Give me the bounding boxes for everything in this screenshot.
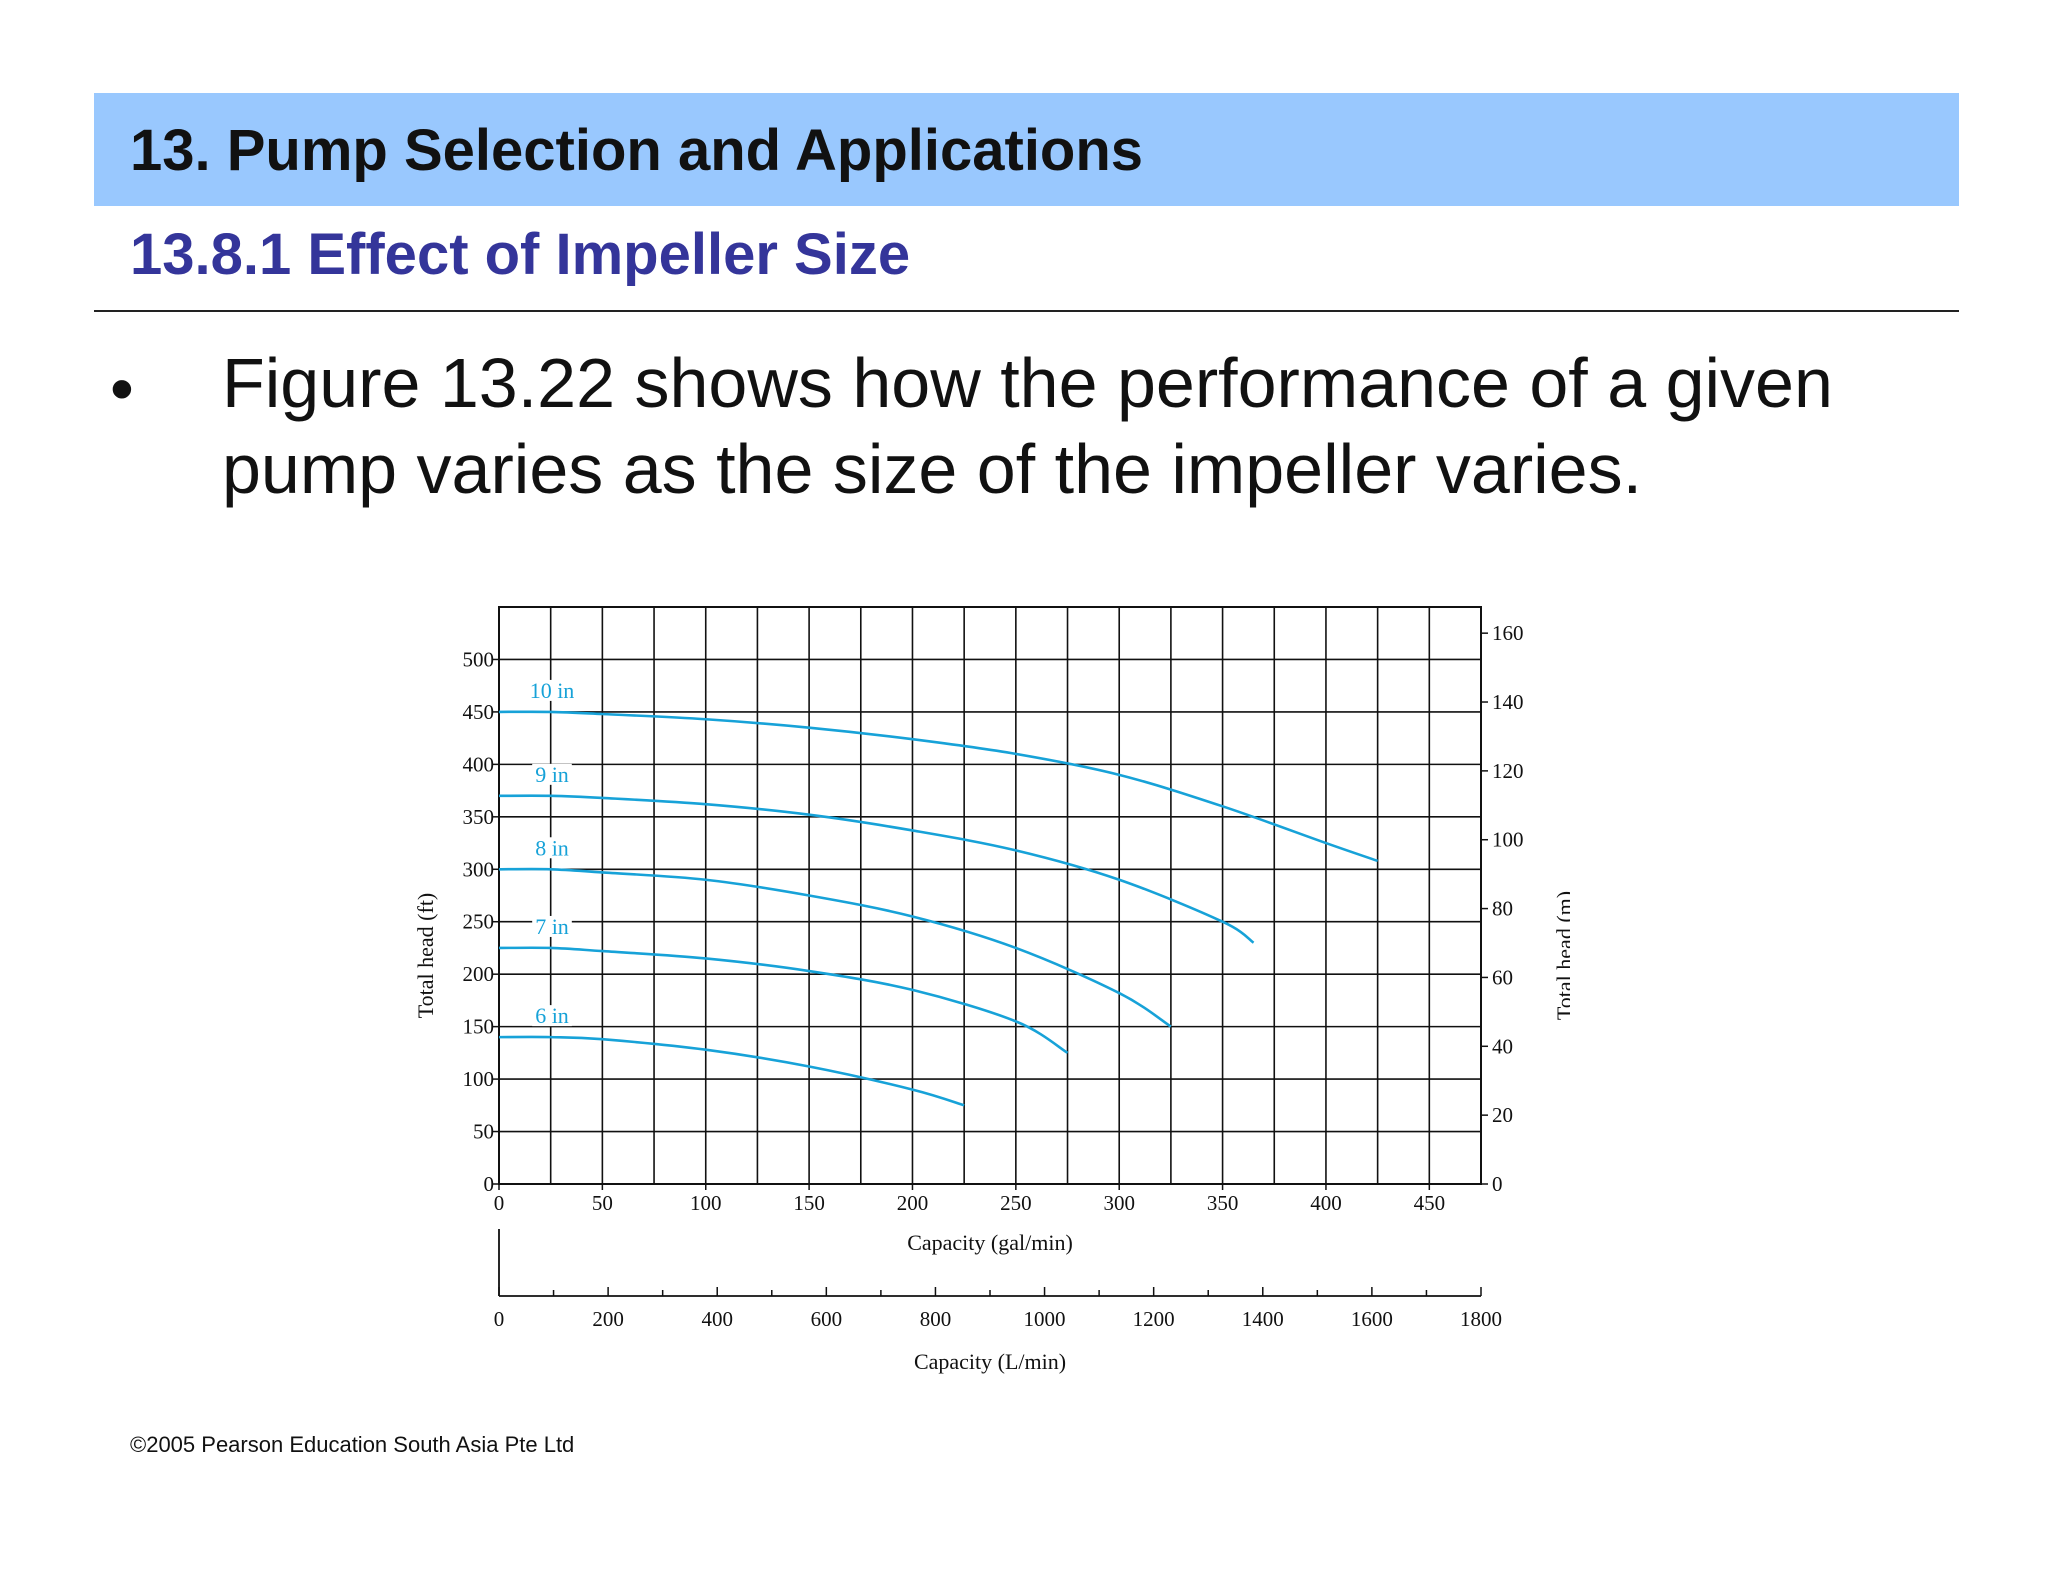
x2-tick-label: 1000 (1024, 1307, 1066, 1331)
curve-label: 8 in (535, 835, 569, 860)
divider (94, 310, 1959, 312)
curve-10in (498, 710, 1379, 863)
y2-tick-label: 100 (1492, 828, 1524, 852)
title-band: 13. Pump Selection and Applications (94, 93, 1959, 206)
y-tick-label: 450 (463, 700, 495, 724)
bullet-marker: • (110, 351, 134, 427)
curve-label-backing (532, 763, 572, 785)
x-tick-label: 0 (494, 1191, 505, 1215)
x-tick-label: 100 (690, 1191, 722, 1215)
x2-tick-label: 0 (494, 1307, 505, 1331)
y-tick-label: 200 (463, 962, 495, 986)
x-tick-label: 400 (1310, 1191, 1342, 1215)
x2-tick-label: 1400 (1242, 1307, 1284, 1331)
y-tick-label: 150 (463, 1015, 495, 1039)
x2-tick-label: 1800 (1460, 1307, 1502, 1331)
y-tick-label: 250 (463, 910, 495, 934)
y2-tick-label: 40 (1492, 1034, 1513, 1058)
x2-tick-label: 800 (920, 1307, 952, 1331)
y-tick-label: 100 (463, 1067, 495, 1091)
copyright-notice: ©2005 Pearson Education South Asia Pte L… (130, 1432, 575, 1457)
y-tick-label: 400 (463, 752, 495, 776)
curve-label: 6 in (535, 1003, 569, 1028)
pump-performance-chart: 0501001502002503003504004505000204060801… (413, 606, 1570, 1374)
slide-title: 13. Pump Selection and Applications (130, 118, 1144, 183)
x-tick-label: 250 (1000, 1191, 1031, 1215)
y-tick-label: 300 (463, 857, 495, 881)
y-tick-label: 50 (473, 1120, 494, 1144)
curve-label-backing (532, 1005, 572, 1027)
plot-frame (498, 606, 1482, 1185)
x-tick-label: 350 (1207, 1191, 1239, 1215)
y-tick-label: 0 (484, 1172, 495, 1196)
y2-tick-label: 120 (1492, 759, 1524, 783)
slide-subtitle: 13.8.1 Effect of Impeller Size (130, 222, 911, 287)
y-axis-title: Total head (ft) (413, 893, 438, 1019)
x2-tick-label: 1600 (1351, 1307, 1393, 1331)
x-tick-label: 300 (1103, 1191, 1135, 1215)
y2-tick-label: 160 (1492, 621, 1524, 645)
y2-tick-label: 20 (1492, 1103, 1513, 1127)
x2-tick-label: 400 (701, 1307, 733, 1331)
x-tick-label: 150 (793, 1191, 825, 1215)
bullet-text: Figure 13.22 shows how the performance o… (222, 344, 1833, 508)
y2-tick-label: 60 (1492, 965, 1513, 989)
x-axis-title: Capacity (gal/min) (907, 1230, 1073, 1255)
x2-tick-label: 1200 (1133, 1307, 1175, 1331)
x-tick-label: 450 (1414, 1191, 1446, 1215)
y-tick-label: 500 (463, 647, 495, 671)
x2-axis-title: Capacity (L/min) (914, 1349, 1066, 1374)
y-tick-label: 350 (463, 805, 495, 829)
x2-tick-label: 600 (811, 1307, 843, 1331)
curve-label-backing (532, 837, 572, 859)
curve-label-backing (526, 679, 578, 701)
x-tick-label: 200 (897, 1191, 929, 1215)
curve-7in (498, 946, 1069, 1054)
curve-9in (498, 794, 1255, 944)
curve-label: 9 in (535, 762, 569, 787)
curve-8in (498, 867, 1172, 1028)
y2-tick-label: 80 (1492, 897, 1513, 921)
curve-label-backing (532, 915, 572, 937)
y2-tick-label: 140 (1492, 690, 1524, 714)
x-tick-label: 50 (592, 1191, 613, 1215)
x2-tick-label: 200 (592, 1307, 624, 1331)
y2-axis-title: Total head (m) (1552, 891, 1570, 1020)
y2-tick-label: 0 (1492, 1172, 1503, 1196)
curve-label: 7 in (535, 914, 569, 939)
curve-6in (498, 1035, 965, 1107)
curve-label: 10 in (530, 678, 575, 703)
